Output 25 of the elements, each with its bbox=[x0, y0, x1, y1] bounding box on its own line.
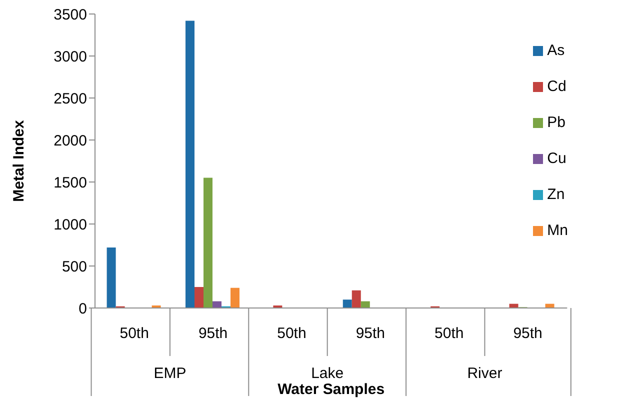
y-axis-title: Metal Index bbox=[10, 120, 28, 202]
x-tick-label: 95th bbox=[513, 325, 542, 342]
text: EMP bbox=[154, 365, 186, 382]
legend-label: Pb bbox=[547, 114, 566, 131]
y-tick-label: 500 bbox=[62, 258, 87, 276]
y-tick-label: 2500 bbox=[54, 90, 87, 108]
legend-label: Zn bbox=[547, 186, 565, 203]
x-tick-label: 50th bbox=[277, 325, 306, 342]
x-tick-label: 95th bbox=[356, 325, 386, 342]
x-tick-label: 95th bbox=[198, 325, 228, 342]
y-tick-label: 1000 bbox=[54, 216, 87, 234]
text: Lake bbox=[311, 365, 344, 382]
legend-label: Cd bbox=[547, 78, 566, 95]
x-axis-title: Water Samples bbox=[278, 381, 385, 398]
x-tick-label: 50th bbox=[434, 325, 464, 342]
y-tick-label: 3500 bbox=[54, 6, 87, 24]
x-tick-label: 50th bbox=[120, 325, 149, 342]
y-tick-label: 2000 bbox=[54, 132, 87, 150]
y-tick-label: 1500 bbox=[54, 174, 87, 192]
legend-label: Mn bbox=[547, 222, 568, 239]
legend-label: As bbox=[547, 42, 565, 59]
y-tick-label: 0 bbox=[78, 300, 87, 318]
y-tick-label: 3000 bbox=[54, 48, 87, 66]
text: River bbox=[467, 365, 502, 382]
legend-label: Cu bbox=[547, 150, 566, 167]
